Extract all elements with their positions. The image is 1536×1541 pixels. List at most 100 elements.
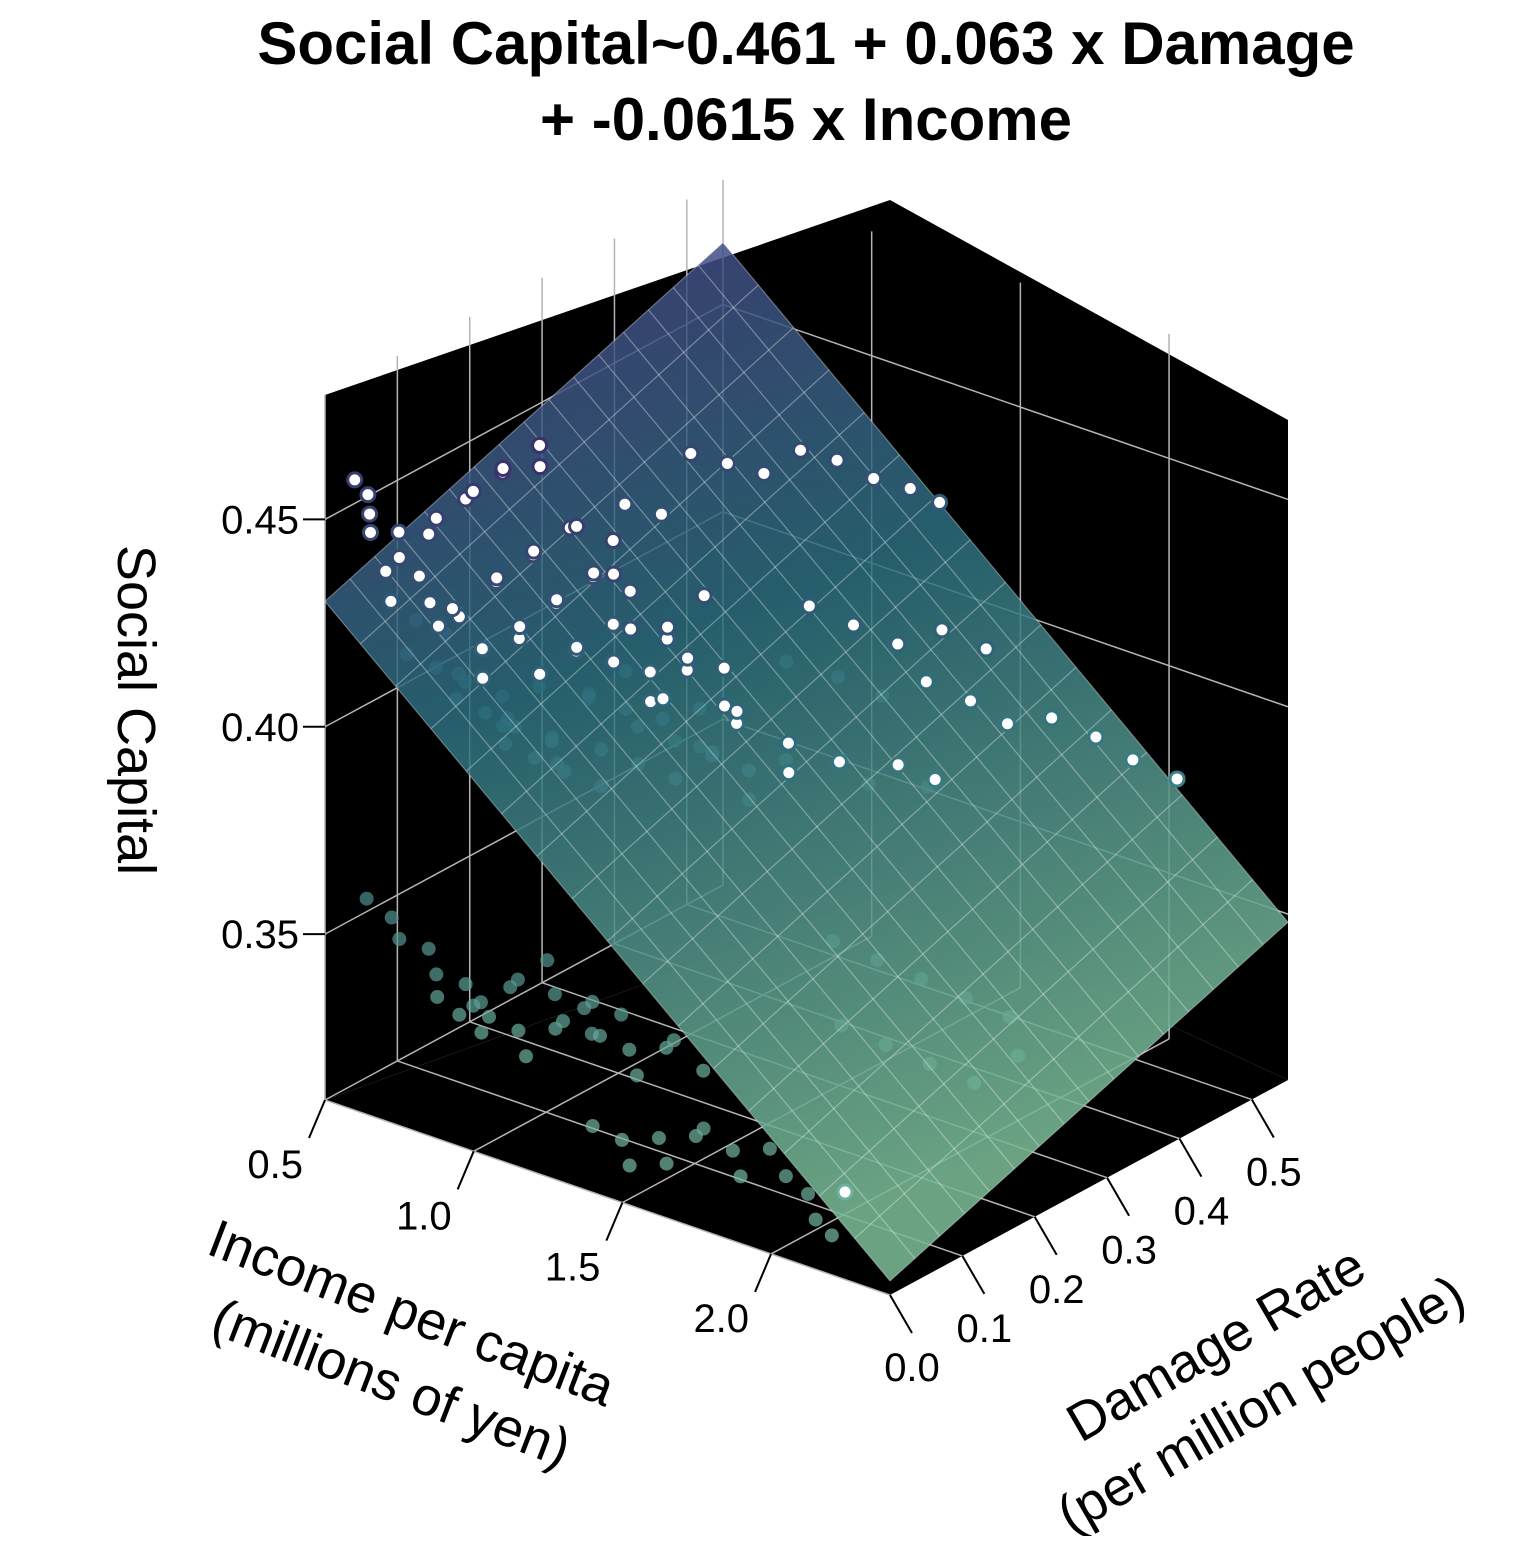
x-tick-0 bbox=[308, 1099, 326, 1139]
data-point-54 bbox=[604, 615, 622, 633]
data-point-122 bbox=[555, 1014, 570, 1029]
data-point-42 bbox=[659, 618, 677, 636]
data-point-1 bbox=[359, 486, 377, 504]
z-tick-label-1: 0.40 bbox=[221, 706, 299, 750]
plane-mesh-x-16 bbox=[889, 921, 1289, 1282]
data-point-95 bbox=[830, 753, 848, 771]
plane-mesh-x-0 bbox=[324, 242, 724, 602]
data-point-117 bbox=[474, 1025, 489, 1040]
plane-mesh-y-6 bbox=[473, 466, 1040, 1147]
data-point-162 bbox=[1087, 728, 1105, 746]
plane-mesh-x-9 bbox=[642, 624, 1042, 985]
plane-mesh-y-11 bbox=[598, 354, 1165, 1035]
x-tick-2 bbox=[605, 1202, 624, 1242]
data-point-179 bbox=[931, 493, 949, 511]
data-point-177 bbox=[865, 470, 883, 488]
data-point-128 bbox=[666, 1033, 681, 1048]
plane-mesh-y-10 bbox=[573, 376, 1140, 1058]
data-point-2 bbox=[361, 505, 379, 523]
data-point-22 bbox=[525, 542, 543, 560]
regression-plane-surface bbox=[325, 242, 1288, 1281]
data-point-178 bbox=[901, 480, 919, 498]
data-point-59 bbox=[679, 649, 697, 667]
data-point-10 bbox=[464, 482, 482, 500]
data-point-115 bbox=[430, 989, 445, 1004]
plane-mesh-y-14 bbox=[672, 287, 1239, 968]
plane-mesh-y-1 bbox=[349, 578, 916, 1259]
data-point-4 bbox=[361, 523, 379, 541]
data-point-99 bbox=[926, 770, 944, 788]
data-point-26 bbox=[605, 565, 623, 583]
plane-mesh-x-14 bbox=[818, 836, 1218, 1197]
data-point-18 bbox=[443, 600, 461, 618]
plane-mesh-y-13 bbox=[647, 309, 1214, 990]
data-point-133 bbox=[651, 1130, 666, 1145]
chart-subtitle: + -0.0615 x Income bbox=[540, 86, 1072, 153]
data-point-171 bbox=[718, 454, 736, 472]
plane-mesh-y-16 bbox=[722, 242, 1289, 923]
data-point-125 bbox=[622, 1042, 637, 1057]
y-tick-0 bbox=[889, 1294, 913, 1334]
data-point-161 bbox=[1043, 709, 1061, 727]
data-point-12 bbox=[494, 460, 512, 478]
data-point-119 bbox=[511, 1023, 526, 1038]
y-tick-label-2: 0.2 bbox=[1029, 1268, 1085, 1312]
data-point-103 bbox=[421, 941, 436, 956]
data-point-114 bbox=[614, 1007, 629, 1022]
y-tick-label-4: 0.4 bbox=[1174, 1190, 1230, 1234]
y-tick-label-5: 0.5 bbox=[1246, 1151, 1302, 1195]
data-point-139 bbox=[762, 1141, 777, 1156]
axis-layer: 0.35 0.40 0.45 0.5 1.0 1.5 2.0 0.0 0.1 0.2 0.3 0.4 0… bbox=[221, 498, 1301, 1390]
grid-z-right-2 bbox=[722, 303, 1289, 501]
data-point-53 bbox=[568, 638, 586, 656]
data-point-7 bbox=[420, 525, 438, 543]
plane-mesh-x-1 bbox=[359, 284, 759, 645]
data-point-130 bbox=[585, 1119, 600, 1134]
plane-mesh-x-6 bbox=[536, 497, 936, 857]
x-tick-3 bbox=[754, 1253, 772, 1293]
data-point-123 bbox=[585, 994, 600, 1009]
data-point-159 bbox=[962, 692, 980, 710]
data-point-131 bbox=[614, 1132, 629, 1147]
data-point-138 bbox=[733, 1169, 748, 1184]
data-point-24 bbox=[568, 517, 586, 535]
data-point-77 bbox=[728, 702, 746, 720]
data-point-170 bbox=[682, 444, 700, 462]
data-point-140 bbox=[778, 1169, 793, 1184]
data-point-3 bbox=[390, 523, 408, 541]
data-point-175 bbox=[616, 495, 634, 513]
data-point-124 bbox=[592, 1028, 607, 1043]
data-point-27 bbox=[382, 592, 400, 610]
data-point-104 bbox=[429, 967, 444, 982]
data-point-107 bbox=[473, 995, 488, 1010]
data-point-60 bbox=[715, 659, 733, 677]
data-point-109 bbox=[510, 972, 525, 987]
data-point-36 bbox=[548, 591, 566, 609]
y-tick-label-0: 0.0 bbox=[884, 1346, 940, 1390]
data-point-97 bbox=[889, 756, 907, 774]
data-point-55 bbox=[605, 653, 623, 671]
data-point-116 bbox=[452, 1007, 467, 1022]
plane-mesh-x-8 bbox=[607, 581, 1006, 942]
data-point-173 bbox=[792, 441, 810, 459]
data-point-14 bbox=[531, 458, 549, 476]
data-point-6 bbox=[390, 549, 408, 567]
data-point-134 bbox=[659, 1156, 674, 1171]
data-point-102 bbox=[392, 932, 407, 947]
y-tick-4 bbox=[1178, 1138, 1203, 1178]
data-point-79 bbox=[780, 764, 798, 782]
x-tick-label-1: 1.0 bbox=[396, 1194, 452, 1238]
data-point-38 bbox=[585, 564, 603, 582]
data-point-34 bbox=[511, 618, 529, 636]
data-point-0 bbox=[346, 471, 364, 489]
data-point-8 bbox=[427, 509, 445, 527]
data-point-16 bbox=[421, 594, 439, 612]
x-tick-label-2: 1.5 bbox=[545, 1246, 601, 1290]
y-tick-5 bbox=[1250, 1099, 1275, 1139]
plane-mesh-y-12 bbox=[623, 331, 1189, 1013]
chart-title: Social Capital~0.461 + 0.063 x Damage bbox=[257, 10, 1354, 77]
data-point-143 bbox=[836, 1183, 854, 1201]
data-point-164 bbox=[1168, 770, 1186, 788]
